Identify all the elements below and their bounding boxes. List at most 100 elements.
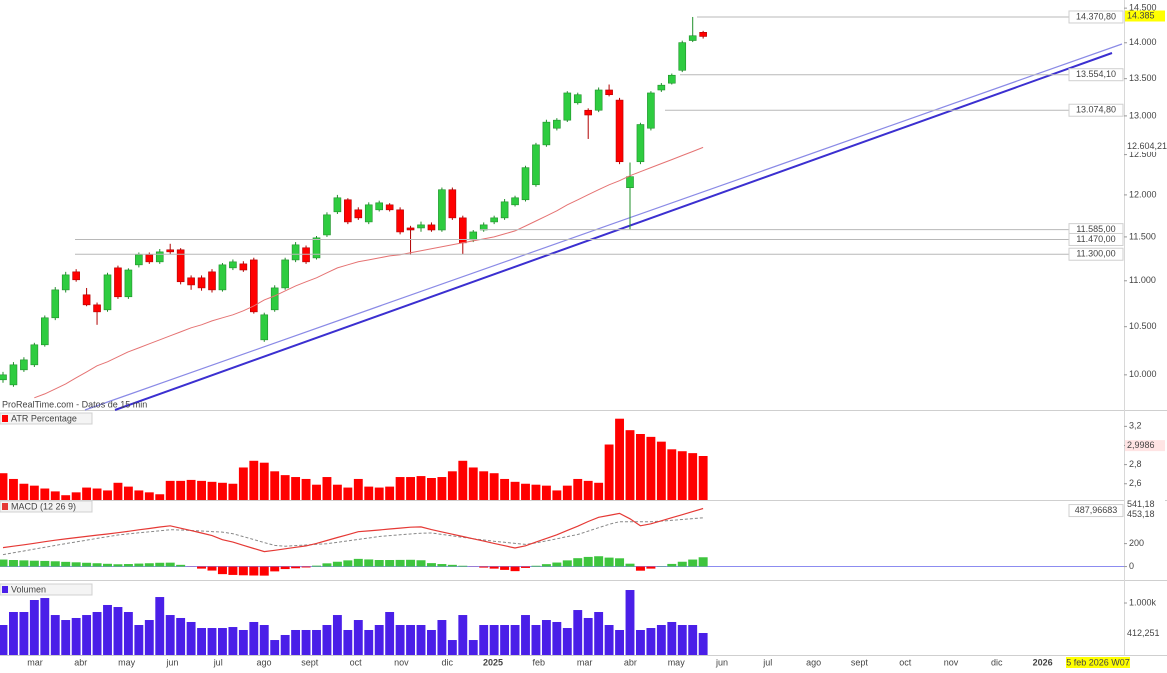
candle-body: [584, 109, 593, 116]
candle-body: [657, 84, 666, 91]
bar: [447, 471, 457, 500]
histogram-bar: [123, 564, 133, 567]
bar: [521, 615, 530, 655]
bar: [186, 479, 196, 500]
histogram-bar: [312, 565, 321, 567]
bar: [291, 477, 301, 500]
histogram-bar: [646, 566, 656, 569]
candle-body: [40, 317, 49, 346]
candle-body: [176, 249, 185, 283]
histogram-bar: [103, 563, 112, 567]
y-tick-label: 200: [1129, 538, 1144, 548]
bar: [656, 441, 666, 500]
bar: [615, 629, 624, 655]
x-tick-label: dic: [991, 657, 1003, 667]
histogram-bar: [8, 560, 18, 567]
x-tick-label: may: [668, 657, 686, 667]
histogram-bar: [238, 566, 248, 576]
bar: [280, 475, 290, 500]
candle-body: [114, 267, 122, 298]
bar: [249, 621, 259, 655]
x-tick-label: mar: [27, 657, 43, 667]
price-marker: [1125, 498, 1165, 510]
bar: [573, 478, 583, 500]
y-tick-label: 0: [1129, 561, 1134, 571]
candle-body: [260, 314, 269, 341]
bar: [489, 625, 499, 655]
bar: [0, 473, 8, 500]
bar: [552, 490, 562, 500]
bar: [40, 598, 50, 655]
histogram-bar: [426, 563, 436, 567]
bar: [343, 487, 353, 500]
y-tick-label: 10.500: [1129, 321, 1157, 331]
candle-body: [364, 204, 373, 223]
candle-body: [250, 259, 258, 313]
histogram-bar: [92, 563, 102, 567]
histogram-bar: [385, 560, 395, 567]
histogram-bar: [583, 556, 593, 567]
bar: [134, 625, 144, 655]
histogram-bar: [667, 563, 677, 567]
bar: [479, 471, 489, 500]
bar: [238, 629, 248, 655]
signal-line: [2, 517, 704, 556]
candle-body: [375, 202, 384, 211]
candle-body: [155, 251, 164, 263]
candle-body: [605, 89, 613, 96]
bar: [92, 612, 102, 655]
histogram-bar: [374, 560, 384, 567]
histogram-bar: [573, 558, 583, 567]
bar: [688, 625, 698, 655]
candle-body: [218, 264, 227, 291]
bar: [155, 494, 165, 500]
bar: [646, 436, 656, 500]
candle-body: [82, 294, 91, 306]
bar: [416, 476, 426, 500]
histogram-bar: [510, 566, 520, 572]
bar: [468, 467, 478, 500]
bar: [82, 615, 92, 655]
x-tick-label: jun: [715, 657, 728, 667]
candle-body: [469, 231, 478, 241]
y-tick-label: 2,8: [1129, 459, 1142, 469]
bar: [489, 473, 499, 500]
panel-title: ATR Percentage: [11, 413, 77, 423]
candle-body: [521, 167, 530, 201]
bar: [113, 607, 123, 655]
bar: [521, 483, 530, 500]
source-label: ProRealTime.com - Datos de 15 min: [2, 399, 147, 409]
y-tick-label: 12.000: [1129, 189, 1157, 199]
candle-body: [20, 359, 28, 371]
histogram-bar: [291, 566, 301, 569]
y-tick-label: 11.000: [1129, 275, 1156, 285]
histogram-bar: [228, 566, 238, 575]
trend-line: [84, 43, 1123, 411]
candle-body: [51, 289, 60, 319]
histogram-bar: [82, 562, 92, 567]
bar: [531, 484, 541, 500]
bar: [353, 620, 363, 655]
candle-body: [490, 217, 498, 223]
bar: [427, 629, 436, 655]
histogram-bar: [29, 560, 39, 567]
x-tick-label: sept: [301, 657, 319, 667]
bar: [615, 418, 624, 500]
bar: [165, 480, 175, 500]
x-tick-label: sept: [851, 657, 869, 667]
bar: [427, 478, 436, 500]
histogram-bar: [113, 564, 123, 567]
histogram-bar: [144, 563, 154, 567]
candle-body: [511, 197, 519, 206]
bar: [677, 625, 687, 655]
bar: [625, 430, 635, 500]
candle-body: [448, 189, 457, 219]
bar: [40, 488, 50, 500]
candle-body: [166, 249, 174, 253]
histogram-bar: [562, 560, 572, 567]
candle-body: [9, 364, 18, 386]
candle-body: [187, 277, 195, 286]
histogram-bar: [594, 556, 604, 567]
bar: [197, 480, 206, 500]
